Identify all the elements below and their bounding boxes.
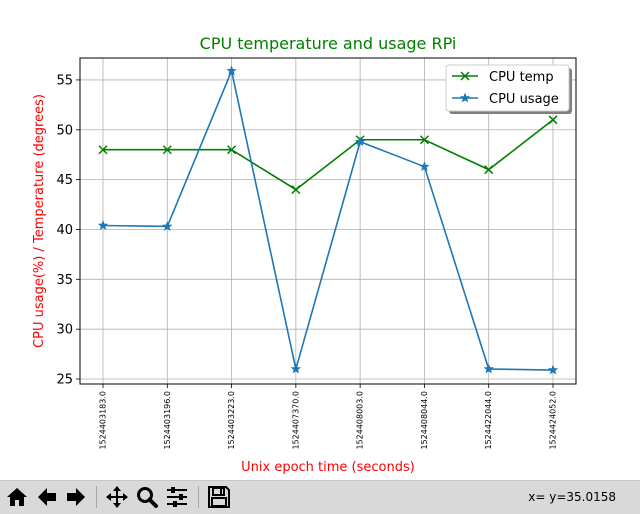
- zoom-icon: [137, 487, 158, 508]
- pan-button[interactable]: [104, 484, 130, 510]
- x-tick-label: 1524408003.0: [356, 391, 365, 450]
- configure-subplots-button[interactable]: [164, 484, 190, 510]
- y-tick-label: 50: [56, 123, 73, 138]
- cpu-temp-point: [291, 185, 301, 195]
- x-tick-label: 1524424052.0: [549, 391, 558, 450]
- cpu-usage-line: [102, 68, 554, 371]
- y-tick-label: 40: [56, 223, 73, 238]
- y-tick-label: 35: [56, 273, 73, 288]
- forward-button[interactable]: [63, 484, 89, 510]
- save-icon: [208, 486, 230, 508]
- cpu-temp-line: [103, 119, 554, 191]
- legend-label-cpu-temp: CPU temp: [489, 70, 554, 85]
- save-button[interactable]: [206, 484, 232, 510]
- cpu-usage-point: [547, 364, 559, 375]
- home-button[interactable]: [4, 484, 30, 510]
- x-tick-label: 1524403196.0: [163, 391, 172, 450]
- cpu-usage-point: [226, 65, 237, 76]
- pan-icon: [106, 486, 128, 508]
- cursor-coordinates: x= y=35.0158: [528, 490, 616, 504]
- plot-frame: [79, 57, 577, 385]
- x-axis-ticks: 1524403183.0 1524403196.0 1524403223.0 1524…: [99, 384, 558, 450]
- cpu-usage-point: [290, 363, 302, 374]
- cpu-usage-point: [483, 363, 494, 374]
- x-tick-label: 1524408044.0: [420, 391, 429, 450]
- toolbar-separator: [198, 486, 199, 508]
- y-tick-label: 55: [56, 73, 73, 88]
- navigation-toolbar: x= y=35.0158: [0, 480, 640, 514]
- x-axis-label: Unix epoch time (seconds): [241, 460, 415, 475]
- x-tick-label: 1524403183.0: [99, 391, 108, 450]
- cpu-usage-point: [162, 221, 173, 231]
- toolbar-separator: [96, 486, 97, 508]
- y-axis-ticks: 25 30 35 40 45 50 55: [56, 73, 80, 388]
- cpu-temp-point: [98, 145, 108, 155]
- cpu-temp-point: [419, 135, 429, 145]
- cpu-temp-point: [484, 165, 494, 175]
- legend: CPU temp CPU usage: [445, 64, 572, 114]
- cpu-usage-point: [354, 136, 366, 147]
- forward-icon: [67, 488, 85, 506]
- chart-title: CPU temperature and usage RPi: [200, 34, 457, 53]
- cpu-temp-point: [162, 145, 172, 155]
- legend-label-cpu-usage: CPU usage: [489, 92, 559, 107]
- legend-marker-cpu-temp: [460, 71, 470, 81]
- x-tick-label: 1524422044.0: [484, 391, 493, 450]
- y-tick-label: 25: [56, 373, 73, 388]
- y-axis-label: CPU usage(%) / Temperature (degrees): [32, 94, 47, 348]
- back-icon: [38, 488, 56, 506]
- y-tick-label: 30: [56, 323, 73, 338]
- cpu-temp-point: [227, 145, 237, 155]
- series-layer: [97, 65, 559, 375]
- cpu-usage-point: [419, 161, 430, 172]
- y-tick-label: 45: [56, 173, 73, 188]
- home-icon: [7, 488, 27, 506]
- legend-marker-cpu-usage: [459, 92, 471, 103]
- zoom-button[interactable]: [134, 484, 160, 510]
- configure-icon: [167, 487, 187, 507]
- cpu-usage-point: [97, 220, 109, 230]
- x-tick-label: 1524407370.0: [291, 391, 300, 450]
- x-tick-label: 1524403223.0: [227, 391, 236, 450]
- back-button[interactable]: [34, 484, 60, 510]
- cpu-temp-point: [548, 115, 558, 125]
- grid-layer: [80, 58, 576, 384]
